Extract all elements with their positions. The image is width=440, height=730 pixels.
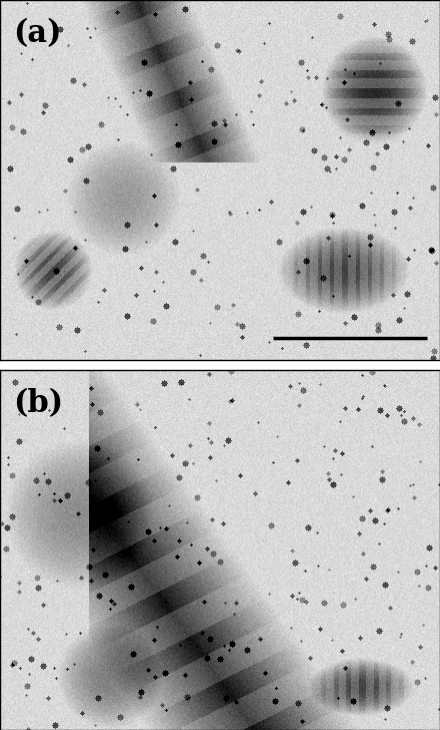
Text: (a): (a)	[13, 18, 62, 49]
Text: (b): (b)	[13, 388, 63, 420]
